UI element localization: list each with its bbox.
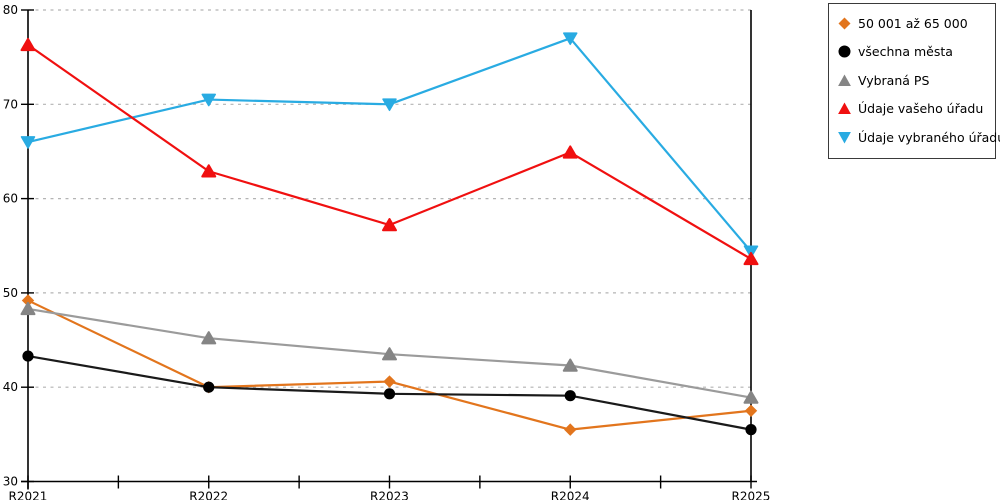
y-tick-label: 70 xyxy=(3,97,18,111)
data-point-marker xyxy=(382,218,397,232)
data-point-marker xyxy=(21,294,35,307)
data-point-marker xyxy=(383,375,396,388)
legend-item-label: všechna města xyxy=(858,44,953,60)
legend-item-label: 50 001 až 65 000 xyxy=(858,15,968,31)
data-point-marker xyxy=(563,32,578,46)
data-point-marker xyxy=(20,37,36,52)
y-tick-label: 30 xyxy=(3,475,18,489)
legend-item: Údaje vybraného úřadu xyxy=(829,123,1000,152)
data-point-marker xyxy=(201,93,216,107)
data-point-marker xyxy=(562,145,578,159)
chart-legend: 50 001 až 65 000 všechna města Vybraná P… xyxy=(828,3,1000,159)
legend-item-label: Vybraná PS xyxy=(858,72,930,88)
x-tick-label: R2023 xyxy=(370,490,409,500)
data-point-marker xyxy=(564,423,577,436)
data-point-marker xyxy=(745,424,757,436)
diamond-marker-icon xyxy=(838,17,851,30)
y-tick-label: 80 xyxy=(3,3,18,17)
y-tick-label: 60 xyxy=(3,192,18,206)
data-point-marker xyxy=(20,136,36,149)
data-point-marker xyxy=(564,390,576,402)
x-tick-label: R2025 xyxy=(732,490,771,500)
data-point-marker xyxy=(743,245,759,259)
data-point-marker xyxy=(562,358,578,372)
data-point-marker xyxy=(743,251,759,266)
triangle-up-marker-icon xyxy=(838,74,851,86)
triangle-up-marker-icon xyxy=(838,102,851,115)
data-point-marker xyxy=(201,164,217,178)
data-point-marker xyxy=(382,347,397,361)
legend-item: 50 001 až 65 000 xyxy=(829,9,995,38)
data-point-marker xyxy=(22,350,34,362)
data-point-marker xyxy=(20,301,36,316)
legend-item-label: Údaje vybraného úřadu xyxy=(858,129,1000,145)
data-point-marker xyxy=(201,331,217,345)
legend-item-label: Údaje vašeho úřadu xyxy=(858,101,984,117)
legend-item: všechna města xyxy=(829,38,995,67)
y-tick-label: 50 xyxy=(3,286,18,300)
legend-item: Vybraná PS xyxy=(829,66,995,95)
x-tick-label: R2024 xyxy=(551,490,590,500)
circle-marker-icon xyxy=(838,45,851,58)
triangle-down-marker-icon xyxy=(838,131,851,144)
data-point-marker xyxy=(203,381,215,393)
x-tick-label: R2022 xyxy=(189,490,228,500)
data-point-marker xyxy=(744,404,758,417)
data-point-marker xyxy=(382,98,397,112)
x-tick-label: R2021 xyxy=(9,490,48,500)
data-point-marker xyxy=(743,390,759,404)
y-tick-label: 40 xyxy=(3,380,18,394)
data-point-marker xyxy=(383,388,396,400)
legend-item: Údaje vašeho úřadu xyxy=(829,95,995,124)
